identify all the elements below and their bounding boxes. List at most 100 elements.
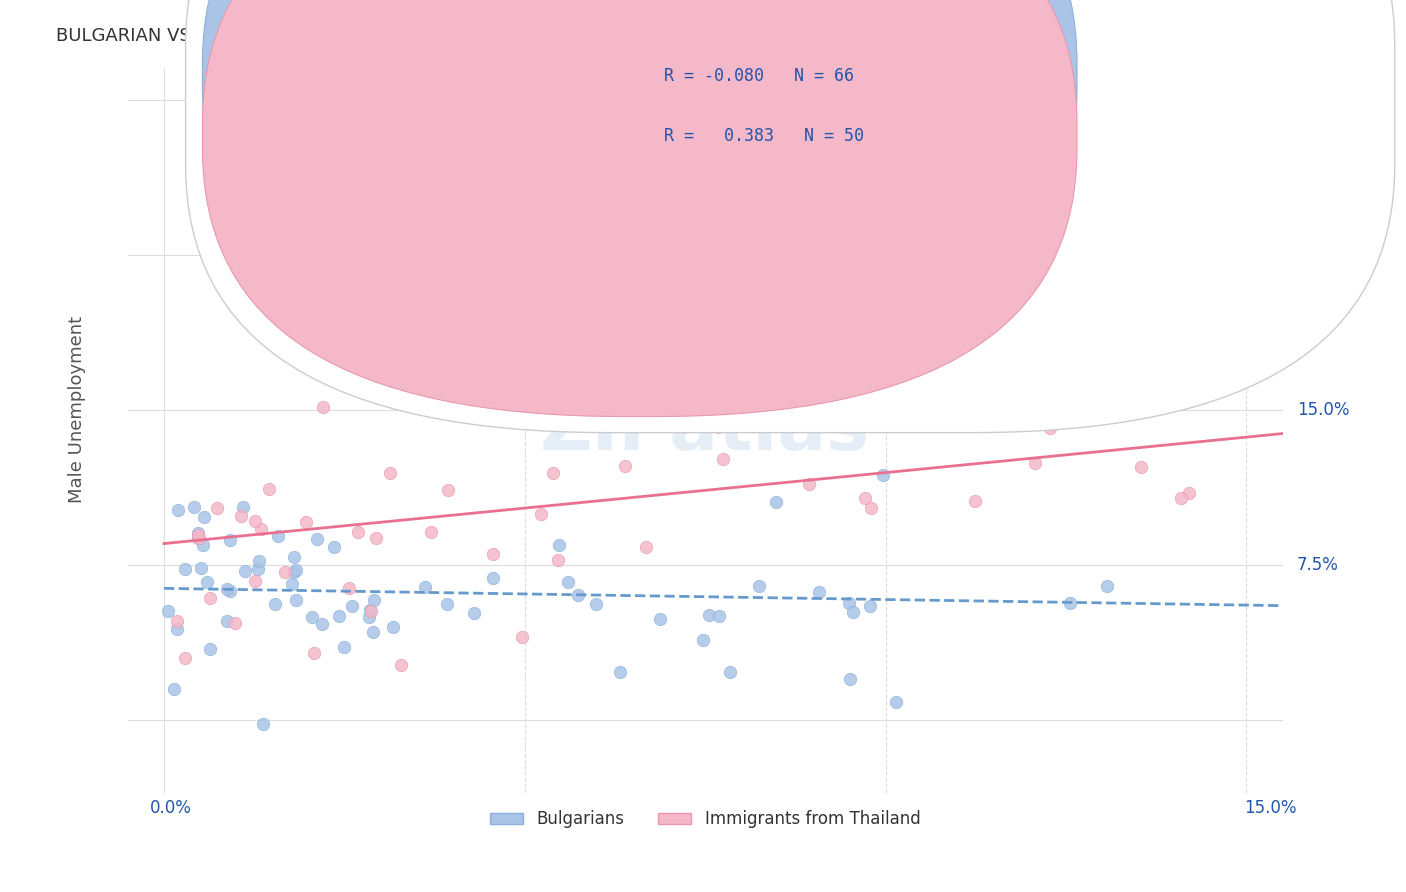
Immigrants from Thailand	[631, 362, 654, 376]
Bulgarians	[808, 584, 831, 599]
Bulgarians	[264, 597, 287, 611]
Bulgarians	[585, 597, 607, 611]
Bulgarians	[247, 554, 270, 568]
Bulgarians	[283, 550, 305, 565]
Bulgarians	[166, 623, 188, 637]
Bulgarians	[872, 467, 894, 482]
Bulgarians	[157, 604, 180, 618]
Immigrants from Thailand	[1170, 491, 1192, 505]
Immigrants from Thailand	[200, 591, 222, 606]
Immigrants from Thailand	[547, 552, 569, 566]
Bulgarians	[340, 599, 363, 613]
Bulgarians	[557, 574, 579, 589]
Immigrants from Thailand	[174, 650, 197, 665]
Immigrants from Thailand	[482, 548, 505, 562]
Text: 22.5%: 22.5%	[1296, 245, 1350, 264]
Immigrants from Thailand	[420, 524, 443, 539]
Bulgarians	[218, 584, 240, 599]
Immigrants from Thailand	[530, 507, 553, 521]
Immigrants from Thailand	[613, 458, 636, 473]
Bulgarians	[413, 580, 436, 594]
Immigrants from Thailand	[853, 491, 876, 505]
Immigrants from Thailand	[1175, 387, 1198, 401]
Bulgarians	[193, 509, 215, 524]
Bulgarians	[284, 593, 307, 607]
Bulgarians	[323, 540, 346, 554]
Immigrants from Thailand	[187, 531, 209, 545]
Bulgarians	[219, 533, 242, 547]
Text: 15.0%: 15.0%	[1296, 401, 1350, 419]
Immigrants from Thailand	[1039, 421, 1062, 435]
Bulgarians	[281, 577, 304, 591]
Immigrants from Thailand	[963, 493, 986, 508]
Immigrants from Thailand	[187, 527, 209, 541]
Immigrants from Thailand	[541, 467, 564, 481]
Bulgarians	[193, 538, 215, 552]
Immigrants from Thailand	[711, 451, 734, 466]
Immigrants from Thailand	[250, 522, 273, 536]
Bulgarians	[215, 614, 238, 628]
Immigrants from Thailand	[1077, 318, 1099, 332]
Bulgarians	[195, 575, 218, 590]
Bulgarians	[167, 502, 190, 516]
Bulgarians	[246, 562, 269, 576]
Bulgarians	[285, 563, 308, 577]
Immigrants from Thailand	[389, 657, 412, 672]
Bulgarians	[697, 608, 720, 623]
Immigrants from Thailand	[304, 646, 326, 660]
Bulgarians	[252, 716, 274, 731]
Bulgarians	[482, 571, 505, 585]
Bulgarians	[359, 603, 381, 617]
Bulgarians	[838, 596, 860, 610]
Immigrants from Thailand	[295, 515, 318, 529]
Immigrants from Thailand	[245, 574, 267, 588]
Immigrants from Thailand	[797, 477, 820, 491]
Bulgarians	[307, 532, 329, 546]
Immigrants from Thailand	[364, 531, 387, 545]
Bulgarians	[283, 565, 305, 579]
Immigrants from Thailand	[337, 581, 360, 595]
Bulgarians	[174, 562, 197, 576]
Bulgarians	[363, 593, 385, 607]
Bulgarians	[748, 579, 770, 593]
Bulgarians	[436, 598, 458, 612]
Bulgarians	[333, 640, 356, 654]
Bulgarians	[765, 495, 787, 509]
Immigrants from Thailand	[257, 482, 280, 496]
Bulgarians	[838, 672, 860, 686]
Bulgarians	[381, 620, 404, 634]
Bulgarians	[359, 610, 381, 624]
Bulgarians	[650, 612, 672, 626]
Text: R =   0.383   N = 50: R = 0.383 N = 50	[664, 127, 863, 145]
Text: 30.0%: 30.0%	[1296, 91, 1350, 109]
Text: 15.0%: 15.0%	[1244, 799, 1296, 817]
Bulgarians	[311, 617, 333, 632]
Bulgarians	[328, 608, 350, 623]
Bulgarians	[163, 681, 186, 696]
Immigrants from Thailand	[273, 565, 295, 579]
Text: 0.0%: 0.0%	[149, 799, 191, 817]
Immigrants from Thailand	[1029, 302, 1052, 317]
Bulgarians	[709, 609, 731, 624]
Legend: Bulgarians, Immigrants from Thailand: Bulgarians, Immigrants from Thailand	[484, 804, 927, 835]
Bulgarians	[884, 695, 907, 709]
Bulgarians	[859, 599, 882, 613]
Bulgarians	[187, 532, 209, 546]
Immigrants from Thailand	[263, 312, 285, 326]
Immigrants from Thailand	[706, 419, 728, 434]
Text: Source: ZipAtlas.com: Source: ZipAtlas.com	[1216, 27, 1364, 41]
Bulgarians	[198, 641, 221, 656]
Immigrants from Thailand	[510, 630, 533, 644]
Immigrants from Thailand	[1178, 486, 1201, 500]
Immigrants from Thailand	[312, 401, 335, 415]
Immigrants from Thailand	[360, 604, 382, 618]
Immigrants from Thailand	[1108, 365, 1130, 379]
Immigrants from Thailand	[166, 615, 188, 629]
Bulgarians	[187, 526, 209, 541]
Immigrants from Thailand	[636, 540, 658, 554]
Text: 7.5%: 7.5%	[1296, 556, 1339, 574]
Bulgarians	[183, 500, 205, 514]
Text: ZIPatlas: ZIPatlas	[540, 396, 870, 465]
Bulgarians	[301, 609, 323, 624]
Bulgarians	[842, 605, 865, 619]
